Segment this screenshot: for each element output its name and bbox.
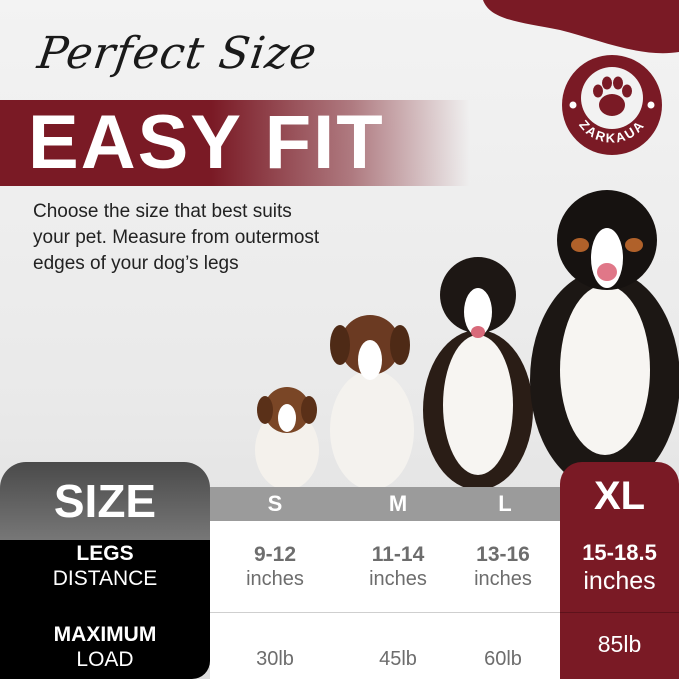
row-divider [210,612,562,613]
legs-m: 11-14 inches [348,543,448,591]
row-label-bold: MAXIMUM [53,623,157,646]
load-m: 45lb [379,648,417,670]
row-label-text: LOAD [76,648,134,671]
legs-s: 9-12 inches [225,543,325,591]
table-body [210,521,562,679]
row-label-column [0,540,210,679]
legs-unit: inches [369,568,427,590]
row-label-text: DISTANCE [52,567,158,590]
size-column-header: SIZE [0,462,210,540]
size-header-row [210,487,562,521]
sizing-description: Choose the size that best suits your pet… [33,201,320,274]
dog-large [423,257,533,490]
dog-medium [330,315,414,490]
size-xl-header: XL [593,474,646,518]
load-l: 60lb [484,648,522,670]
size-m-header: M [388,491,408,516]
legs-range: 9-12 [253,543,297,566]
paw-icon [593,76,632,116]
legs-range: 15-18.5 [582,540,657,565]
size-l-header: L [498,491,512,516]
xl-column-highlight [560,462,679,679]
dog-xlarge [530,190,679,490]
legs-xl: 15-18.5 inches [560,538,679,596]
legs-range: 11-14 [371,543,425,566]
row-label-maximum-load: MAXIMUM LOAD [0,622,210,672]
load-s: 30lb [256,648,294,670]
legs-unit: inches [474,568,532,590]
legs-unit: inches [583,567,656,595]
easy-fit-title: EASY FIT [28,100,385,185]
legs-l: 13-16 inches [453,543,553,591]
zarkaua-logo: ZARKAUA [562,55,662,155]
legs-unit: inches [246,568,304,590]
dog-small [255,387,319,490]
title-banner [0,100,470,186]
legs-range: 13-16 [476,543,530,566]
size-s-header: S [267,491,283,516]
row-label-bold: LEGS [76,542,134,565]
row-label-legs-distance: LEGS DISTANCE [0,541,210,591]
xl-row-divider [560,612,679,613]
load-xl: 85lb [597,631,642,657]
